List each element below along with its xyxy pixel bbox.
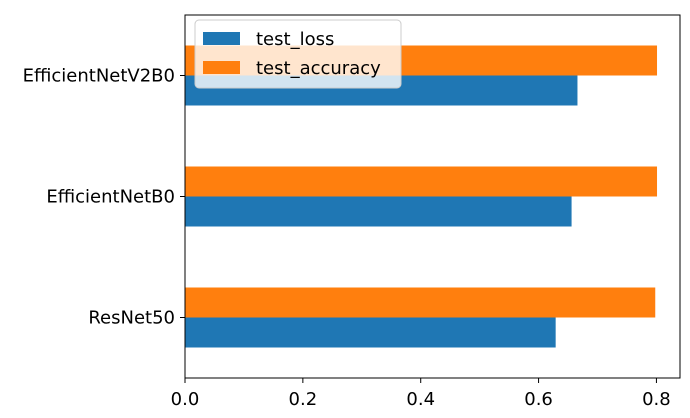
bar-test_accuracy-ResNet50 [185,287,656,318]
legend-box [194,19,402,89]
x-tick-label: 0.0 [171,389,200,410]
bars-group [185,45,658,348]
legend: test_loss test_accuracy [194,19,402,89]
x-tick-label: 0.6 [524,389,553,410]
y-tick-label: ResNet50 [88,308,175,329]
axes-group: ResNet50 EfficientNetB0 EfficientNetV2B0 0.… [23,14,681,410]
legend-label-test_accuracy: test_accuracy [256,58,381,79]
legend-label-test_loss: test_loss [256,29,334,50]
bar-test_loss-EfficientNetB0 [185,196,572,227]
bar-test_loss-ResNet50 [185,317,556,348]
legend-swatch-test_accuracy [203,61,240,74]
x-tick-label: 0.8 [642,389,671,410]
x-tick-label: 0.2 [289,389,318,410]
bar-test_accuracy-EfficientNetB0 [185,166,658,197]
plot-frame [184,14,681,379]
x-tick-label: 0.4 [406,389,435,410]
y-tick-label: EfficientNetV2B0 [23,66,175,87]
y-tick-label: EfficientNetB0 [46,187,175,208]
legend-swatch-test_loss [203,32,240,45]
